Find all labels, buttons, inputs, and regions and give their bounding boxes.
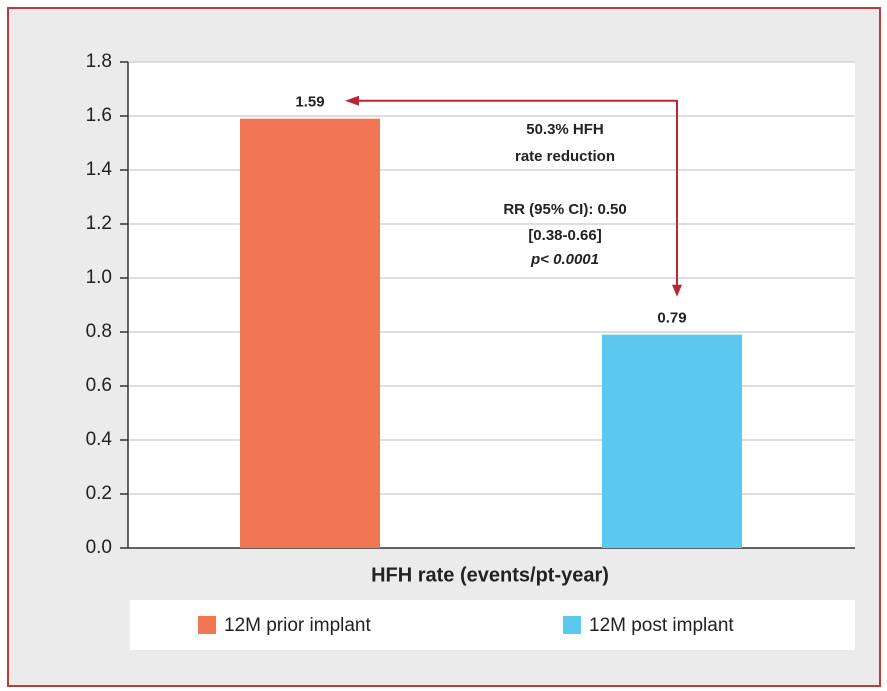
y-tick-label: 0.8 bbox=[86, 321, 112, 342]
data-label: 1.59 bbox=[295, 94, 324, 111]
arrow-head bbox=[672, 284, 682, 297]
legend-swatch bbox=[563, 616, 581, 634]
x-axis-label: HFH rate (events/pt-year) bbox=[371, 564, 609, 586]
y-tick-label: 1.8 bbox=[86, 51, 112, 72]
legend-label: 12M prior implant bbox=[224, 615, 371, 636]
y-tick-label: 1.4 bbox=[86, 159, 113, 180]
annotation: [0.38-0.66] bbox=[528, 227, 601, 244]
plot-area bbox=[128, 62, 855, 548]
y-tick-label: 0.2 bbox=[86, 483, 112, 504]
bar bbox=[240, 118, 380, 548]
bar bbox=[602, 334, 742, 548]
annotation-arrow bbox=[359, 99, 678, 293]
data-label: 0.79 bbox=[657, 310, 686, 327]
y-tick-label: 0.4 bbox=[86, 429, 113, 450]
y-tick-label: 0.0 bbox=[86, 537, 112, 558]
annotation: RR (95% CI): 0.50 bbox=[503, 201, 626, 218]
annotation: rate reduction bbox=[515, 148, 615, 165]
y-tick-label: 1.0 bbox=[86, 267, 112, 288]
arrow-head bbox=[345, 95, 359, 106]
legend-label: 12M post implant bbox=[589, 615, 734, 636]
y-tick-label: 1.2 bbox=[86, 213, 112, 234]
annotation: 50.3% HFH bbox=[526, 121, 604, 138]
y-tick-label: 0.6 bbox=[86, 375, 112, 396]
annotation: p< 0.0001 bbox=[530, 251, 599, 268]
y-tick-label: 1.6 bbox=[86, 105, 112, 126]
legend-box bbox=[130, 600, 855, 650]
legend-swatch bbox=[198, 616, 216, 634]
